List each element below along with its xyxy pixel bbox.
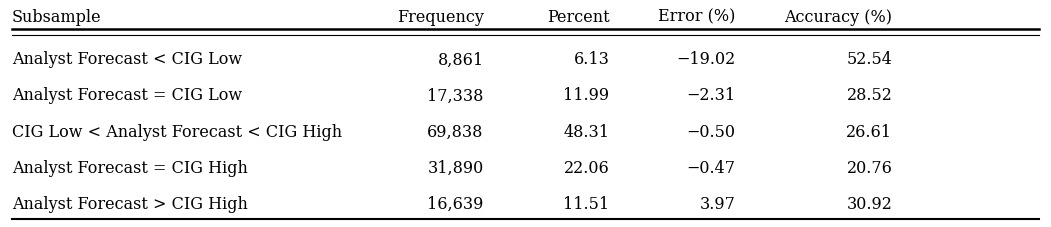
Text: Subsample: Subsample: [12, 9, 102, 26]
Text: Accuracy (%): Accuracy (%): [784, 9, 892, 26]
Text: 31,890: 31,890: [428, 159, 483, 176]
Text: −0.50: −0.50: [686, 123, 735, 140]
Text: Analyst Forecast = CIG Low: Analyst Forecast = CIG Low: [12, 87, 242, 104]
Text: −2.31: −2.31: [686, 87, 735, 104]
Text: 52.54: 52.54: [846, 51, 892, 68]
Text: 28.52: 28.52: [846, 87, 892, 104]
Text: 26.61: 26.61: [846, 123, 892, 140]
Text: Percent: Percent: [547, 9, 610, 26]
Text: Frequency: Frequency: [396, 9, 483, 26]
Text: 3.97: 3.97: [699, 195, 735, 212]
Text: 20.76: 20.76: [846, 159, 892, 176]
Text: CIG Low < Analyst Forecast < CIG High: CIG Low < Analyst Forecast < CIG High: [12, 123, 342, 140]
Text: 69,838: 69,838: [427, 123, 483, 140]
Text: −0.47: −0.47: [686, 159, 735, 176]
Text: −19.02: −19.02: [676, 51, 735, 68]
Text: Analyst Forecast > CIG High: Analyst Forecast > CIG High: [12, 195, 248, 212]
Text: 22.06: 22.06: [563, 159, 610, 176]
Text: 8,861: 8,861: [437, 51, 483, 68]
Text: Analyst Forecast < CIG Low: Analyst Forecast < CIG Low: [12, 51, 242, 68]
Text: 11.99: 11.99: [563, 87, 610, 104]
Text: Analyst Forecast = CIG High: Analyst Forecast = CIG High: [12, 159, 248, 176]
Text: 11.51: 11.51: [563, 195, 610, 212]
Text: 48.31: 48.31: [563, 123, 610, 140]
Text: 30.92: 30.92: [846, 195, 892, 212]
Text: Error (%): Error (%): [658, 9, 735, 26]
Text: 17,338: 17,338: [427, 87, 483, 104]
Text: 6.13: 6.13: [574, 51, 610, 68]
Text: 16,639: 16,639: [427, 195, 483, 212]
